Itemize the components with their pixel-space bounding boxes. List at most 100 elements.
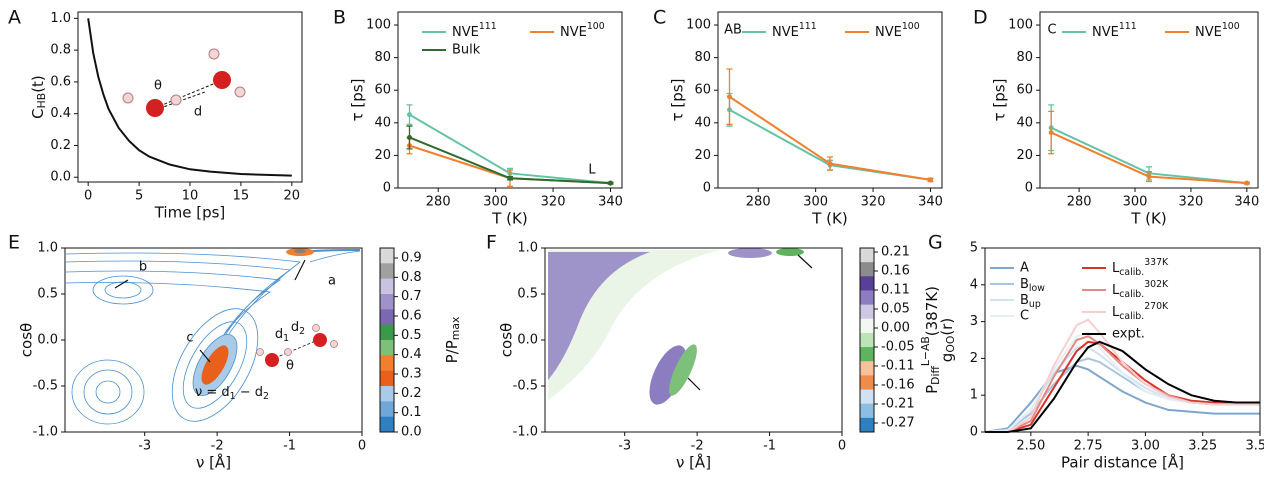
x-tick-label: 300 (483, 195, 508, 210)
colorbar-segment (860, 347, 874, 362)
colorbar-segment (860, 262, 874, 277)
panel-letter: D (973, 7, 988, 29)
colorbar-tick-label: 0.0 (401, 425, 422, 440)
x-tick-label: 320 (541, 195, 566, 210)
x-tick-label: 2.50 (1016, 439, 1045, 454)
x-tick-label: 3.00 (1131, 439, 1160, 454)
colorbar-tick-label: 0.7 (401, 289, 422, 304)
colorbar-tick-label: 0.16 (881, 264, 910, 279)
colorbar-segment (860, 290, 874, 306)
annotation: AB (724, 23, 742, 38)
colorbar-tick-label: 0.3 (401, 367, 422, 382)
legend-label: NVE111 (1092, 21, 1137, 40)
panel-letter: B (333, 7, 346, 29)
y-tick-label: 1.0 (50, 11, 71, 26)
y-axis-label: cosθ (18, 323, 36, 357)
y-tick-label: 0.0 (517, 333, 538, 348)
legend-label: expt. (1112, 327, 1145, 342)
series-line (985, 340, 1260, 433)
plot-frame (397, 11, 623, 189)
colorbar-frame (859, 247, 875, 433)
colorbar-segment (380, 294, 394, 310)
x-tick-label: 320 (861, 195, 886, 210)
colorbar-segment (860, 248, 874, 263)
x-tick-label: 300 (1123, 195, 1148, 210)
y-tick-label: 1.0 (37, 241, 58, 256)
series-line (985, 340, 1260, 433)
legend-label: NVE111 (452, 21, 497, 40)
y-tick-label: 20 (374, 148, 391, 163)
colorbar-segment (860, 332, 874, 348)
x-tick-label: -3 (618, 439, 631, 454)
plot-frame (1039, 11, 1259, 189)
x-tick-label: -2 (211, 439, 224, 454)
y-tick-label: 0.2 (50, 138, 71, 153)
y-tick-label: 40 (374, 115, 391, 130)
colorbar-tick-label: 0.4 (401, 347, 422, 362)
y-tick-label: 0.0 (37, 333, 58, 348)
x-tick-label: 0 (838, 439, 846, 454)
colorbar-segment (860, 276, 874, 291)
panel-letter: F (486, 232, 497, 254)
x-tick-label: 3.25 (1188, 439, 1217, 454)
x-axis-label: Pair distance [Å] (1061, 453, 1184, 472)
y-tick-label: 60 (1016, 83, 1033, 98)
data-point (1048, 130, 1054, 136)
annotation: c (186, 331, 193, 346)
y-tick-label: 0.8 (50, 43, 71, 58)
data-point (1146, 174, 1152, 180)
colorbar-segment (380, 355, 394, 372)
x-tick-label: -1 (283, 439, 296, 454)
y-tick-label: 100 (366, 18, 391, 33)
contour-art (548, 248, 813, 405)
y-tick-label: 4 (970, 277, 978, 292)
x-tick-label: 15 (233, 189, 250, 204)
y-tick-label: 2 (970, 351, 978, 366)
x-tick-label: 0 (358, 439, 366, 454)
x-tick-label: 320 (1179, 195, 1204, 210)
colorbar-segment (380, 401, 394, 418)
y-tick-label: 20 (1016, 148, 1033, 163)
annotation: d2 (291, 320, 305, 337)
x-tick-label: 20 (284, 189, 301, 204)
panel-letter: G (928, 232, 943, 254)
legend-label: NVE100 (1195, 21, 1240, 40)
legend-label: C (1020, 309, 1029, 324)
colorbar-frame (379, 247, 395, 433)
colorbar-tick-label: 0.1 (401, 405, 422, 420)
y-tick-label: -0.5 (33, 379, 58, 394)
y-axis-label: gOO(r) (938, 318, 958, 362)
legend-label: NVE100 (875, 21, 920, 40)
plot-frame (544, 247, 843, 433)
legend-label: A (1020, 261, 1029, 276)
y-tick-label: 0.5 (517, 287, 538, 302)
x-tick-label: 10 (182, 189, 199, 204)
y-tick-label: 80 (694, 50, 711, 65)
data-point (406, 112, 412, 118)
colorbar-segment (380, 248, 394, 264)
y-tick-label: 0 (703, 181, 711, 196)
series-line (984, 364, 1260, 433)
y-tick-label: 1 (970, 388, 978, 403)
data-point (827, 161, 833, 167)
legend-label: Lcalib.302K (1112, 279, 1169, 300)
colorbar-segment (380, 309, 394, 326)
y-tick-label: 0 (1025, 181, 1033, 196)
colorbar-segment (380, 278, 394, 295)
y-tick-label: 3 (970, 314, 978, 329)
colorbar-tick-label: 0.6 (401, 309, 422, 324)
colorbar-tick-label: 0.11 (881, 283, 910, 298)
series-line (87, 18, 292, 177)
colorbar-segment (380, 340, 394, 356)
x-tick-label: 3.50 (1246, 439, 1264, 454)
y-tick-label: 40 (694, 115, 711, 130)
colorbar-tick-label: -0.16 (881, 378, 915, 393)
x-tick-label: 340 (918, 195, 943, 210)
y-tick-label: 5 (970, 241, 978, 256)
legend-label: Blow (1020, 277, 1045, 294)
x-axis-label: ν [Å] (676, 453, 711, 472)
y-tick-label: 80 (1016, 50, 1033, 65)
colorbar-segment (380, 370, 394, 387)
y-tick-label: 0.0 (50, 170, 71, 185)
